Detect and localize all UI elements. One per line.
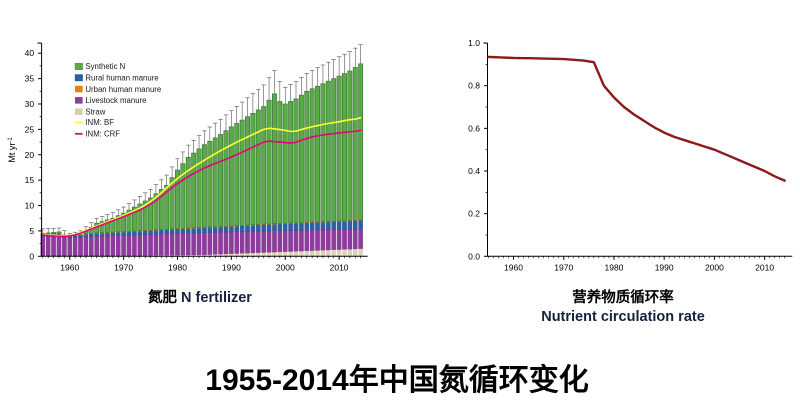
- svg-text:2010: 2010: [755, 262, 774, 272]
- svg-text:1980: 1980: [604, 262, 623, 272]
- svg-text:0: 0: [29, 251, 34, 261]
- svg-text:0.4: 0.4: [468, 166, 480, 176]
- svg-text:5: 5: [29, 226, 34, 236]
- svg-text:0.6: 0.6: [468, 123, 480, 133]
- svg-text:1960: 1960: [60, 262, 79, 272]
- svg-text:2000: 2000: [705, 262, 724, 272]
- svg-text:1.0: 1.0: [468, 38, 480, 48]
- svg-text:营养物质循环率: 营养物质循环率: [572, 288, 674, 306]
- svg-text:Livestock manure: Livestock manure: [85, 96, 146, 105]
- svg-text:30: 30: [25, 99, 35, 109]
- svg-text:0.8: 0.8: [468, 81, 480, 91]
- svg-text:40: 40: [25, 48, 35, 58]
- svg-text:10: 10: [25, 201, 35, 211]
- svg-text:氮肥 N fertilizer: 氮肥 N fertilizer: [148, 288, 252, 306]
- svg-text:35: 35: [25, 74, 35, 84]
- svg-text:1990: 1990: [222, 262, 241, 272]
- svg-text:20: 20: [25, 150, 35, 160]
- svg-text:0.0: 0.0: [468, 251, 480, 261]
- svg-text:2010: 2010: [330, 262, 349, 272]
- svg-text:2000: 2000: [276, 262, 295, 272]
- svg-text:0.2: 0.2: [468, 209, 480, 219]
- svg-text:1955-2014年中国氮循环变化: 1955-2014年中国氮循环变化: [205, 363, 588, 397]
- svg-text:1980: 1980: [168, 262, 187, 272]
- svg-text:INM: CRF: INM: CRF: [85, 130, 120, 139]
- svg-text:1970: 1970: [114, 262, 133, 272]
- svg-text:Synthetic N: Synthetic N: [85, 62, 125, 71]
- svg-text:INM: BF: INM: BF: [85, 118, 114, 127]
- svg-text:Urban human manure: Urban human manure: [85, 85, 161, 94]
- svg-text:1990: 1990: [655, 262, 674, 272]
- svg-text:25: 25: [25, 124, 35, 134]
- svg-text:15: 15: [25, 175, 35, 185]
- svg-text:Straw: Straw: [85, 107, 105, 116]
- svg-text:1970: 1970: [554, 262, 573, 272]
- svg-text:Nutrient circulation rate: Nutrient circulation rate: [541, 309, 705, 325]
- svg-text:1960: 1960: [504, 262, 523, 272]
- svg-text:Rural human manure: Rural human manure: [85, 74, 158, 83]
